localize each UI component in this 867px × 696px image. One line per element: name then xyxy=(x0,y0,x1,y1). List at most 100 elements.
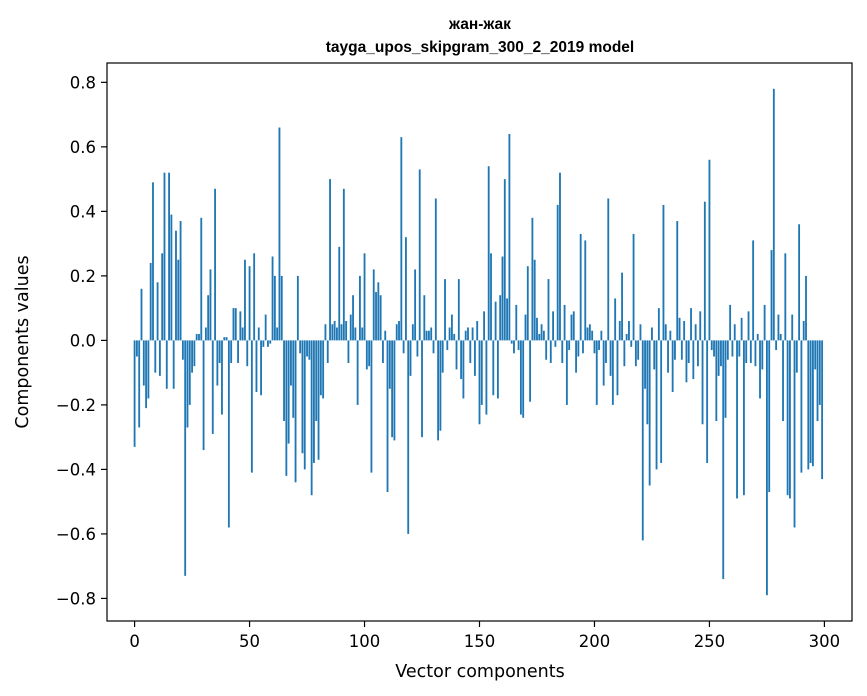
bar xyxy=(485,340,488,415)
bar xyxy=(738,340,741,357)
bar xyxy=(763,304,766,341)
bar xyxy=(317,340,320,460)
bar xyxy=(310,340,313,496)
bar xyxy=(262,340,265,347)
bar xyxy=(230,340,233,363)
bar xyxy=(370,340,373,473)
bar xyxy=(158,340,161,376)
bar xyxy=(273,275,276,341)
y-tick-label: −0.6 xyxy=(56,525,96,544)
bar xyxy=(283,340,285,422)
x-axis-label: Vector components xyxy=(395,662,564,682)
bar xyxy=(269,340,272,344)
bar xyxy=(349,314,352,341)
bar xyxy=(331,324,334,341)
y-tick-label: 0.4 xyxy=(70,202,96,221)
bar xyxy=(359,275,361,341)
bar xyxy=(713,340,715,357)
bar xyxy=(680,340,683,360)
y-tick-label: −0.8 xyxy=(56,589,96,608)
bar xyxy=(577,340,580,357)
bar xyxy=(526,266,529,341)
bar xyxy=(368,340,371,367)
bar xyxy=(294,340,297,483)
bar xyxy=(216,340,219,386)
bar xyxy=(671,340,674,392)
bar xyxy=(490,253,492,341)
bar xyxy=(200,217,203,341)
bar xyxy=(292,340,295,418)
bar xyxy=(156,282,159,341)
bar xyxy=(181,340,184,360)
bar xyxy=(499,295,502,341)
bar xyxy=(303,340,306,470)
bar xyxy=(756,333,759,341)
bar xyxy=(365,340,368,370)
bar xyxy=(660,340,663,463)
bar xyxy=(795,340,798,373)
bar xyxy=(595,340,598,405)
bar xyxy=(191,340,193,373)
bar xyxy=(315,340,318,422)
bar xyxy=(336,327,338,341)
bar xyxy=(545,340,548,360)
bar xyxy=(726,340,729,360)
bar xyxy=(717,340,720,376)
bar xyxy=(674,340,676,360)
bar xyxy=(632,233,635,341)
bar xyxy=(552,311,554,341)
bar xyxy=(524,314,527,341)
bar xyxy=(786,340,789,496)
bar xyxy=(138,340,141,428)
bar xyxy=(149,262,152,341)
bar xyxy=(710,340,713,351)
bar xyxy=(745,340,748,363)
bar xyxy=(352,295,354,341)
bar xyxy=(175,230,177,341)
bar xyxy=(446,340,449,351)
bar xyxy=(211,340,214,434)
bar xyxy=(384,330,387,341)
bar xyxy=(694,324,697,341)
bar xyxy=(299,340,302,354)
bar xyxy=(271,256,274,341)
x-tick-label: 0 xyxy=(129,632,140,651)
bar xyxy=(214,188,216,341)
bar xyxy=(322,340,325,399)
bar xyxy=(508,133,511,341)
bar xyxy=(618,321,621,341)
bar xyxy=(690,308,692,341)
bar xyxy=(646,340,649,425)
bars-group xyxy=(133,88,824,596)
bar xyxy=(611,340,614,405)
bar xyxy=(280,275,283,341)
bar xyxy=(469,340,472,363)
bar xyxy=(186,340,189,428)
bar xyxy=(188,340,191,405)
bar xyxy=(363,253,366,341)
bar xyxy=(515,304,518,341)
bar xyxy=(651,327,653,341)
bar xyxy=(427,330,430,341)
bar xyxy=(218,340,221,363)
bar xyxy=(253,253,256,341)
bar xyxy=(260,340,262,396)
bar xyxy=(478,340,481,425)
bar xyxy=(510,340,513,344)
bar xyxy=(540,324,543,341)
bar xyxy=(800,340,803,473)
bar xyxy=(664,324,667,341)
bar xyxy=(501,256,504,341)
bar xyxy=(237,340,239,363)
bar xyxy=(736,340,738,499)
bar xyxy=(306,340,308,357)
bar xyxy=(766,340,768,596)
bar xyxy=(708,159,711,341)
bar xyxy=(692,340,695,380)
bar xyxy=(811,340,814,467)
bar xyxy=(685,340,688,383)
bar xyxy=(549,340,552,363)
bar xyxy=(703,201,706,341)
bar xyxy=(782,340,784,422)
bar xyxy=(522,340,525,418)
